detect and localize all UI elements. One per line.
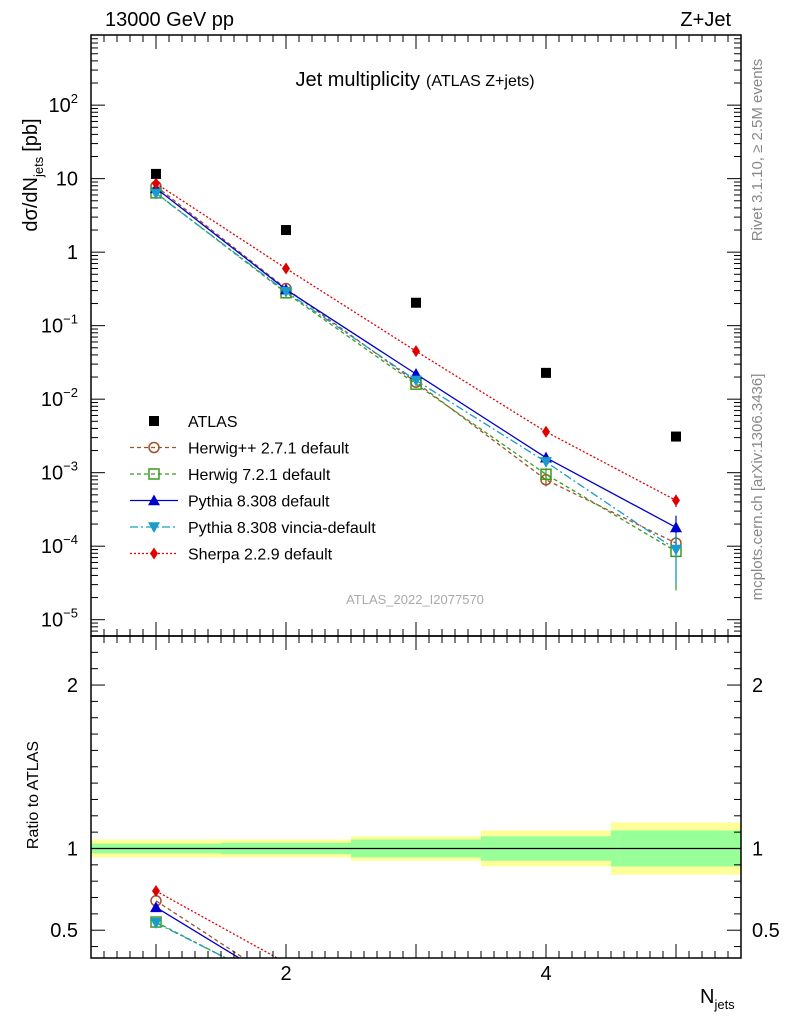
series-point	[670, 521, 682, 533]
ratio-y-tick-label-right: 0.5	[752, 920, 780, 942]
ratio-y-tick-label-left: 2	[67, 675, 78, 697]
series-point	[282, 262, 290, 275]
ratio-point	[150, 901, 162, 913]
y-axis-label-main-unit: [pb]	[20, 118, 42, 151]
y-tick-label-mantissa: 10	[41, 536, 63, 558]
y-tick-label-mantissa: 10	[41, 463, 63, 485]
y-axis-label-ratio: Ratio to ATLAS	[25, 741, 42, 849]
legend-marker	[148, 522, 160, 533]
ratio-series	[150, 884, 279, 958]
y-tick-label-exponent: −5	[63, 606, 78, 621]
series-point	[540, 468, 552, 481]
legend-entry: Herwig 7.2.1 default	[130, 467, 331, 484]
ratio-y-tick-label-right: 1	[752, 838, 763, 860]
y-axis-label-main-sub: jets	[31, 156, 46, 178]
legend-marker	[148, 441, 160, 454]
header-left: 13000 GeV pp	[105, 9, 234, 31]
y-tick-label: 10−5	[41, 606, 78, 632]
legend-marker	[150, 547, 158, 560]
y-tick-label-exponent: −2	[63, 385, 78, 400]
legend-marker	[148, 494, 160, 506]
legend-label: ATLAS	[188, 414, 238, 431]
plot-title-small: (ATLAS Z+jets)	[426, 73, 535, 90]
ratio-y-tick-label-left: 0.5	[50, 920, 78, 942]
side-text-mcplots: mcplots.cern.ch [arXiv:1306.3436]	[749, 374, 766, 601]
x-axis-label-text: N	[700, 986, 714, 1008]
y-tick-label: 102	[49, 91, 78, 117]
main-series	[150, 168, 682, 591]
ratio-point	[150, 918, 162, 929]
legend-entry: Pythia 8.308 default	[130, 494, 330, 511]
data-point	[411, 297, 421, 308]
series-point	[670, 544, 682, 556]
legend-entry: ATLAS	[149, 414, 238, 431]
x-axis-label: Njets	[700, 986, 735, 1012]
legend-label: Sherpa 2.2.9 default	[188, 547, 333, 564]
ratio-y-tick-label-right: 2	[752, 675, 763, 697]
y-tick-label-exponent: −3	[63, 459, 78, 474]
series-point	[410, 375, 422, 387]
y-tick-label-mantissa: 10	[41, 389, 63, 411]
y-tick-label-mantissa: 10	[49, 95, 71, 117]
data-point	[671, 431, 681, 442]
ratio-point	[152, 884, 160, 897]
y-tick-label-exponent: 2	[71, 91, 78, 106]
legend-entry: Pythia 8.308 vincia-default	[130, 520, 376, 537]
y-tick-label-mantissa: 10	[56, 169, 78, 191]
legend-marker	[149, 416, 159, 426]
series-point	[542, 425, 550, 438]
analysis-watermark: ATLAS_2022_I2077570	[346, 592, 484, 607]
y-tick-label-mantissa: 10	[41, 316, 63, 338]
y-tick-label: 10−3	[41, 459, 78, 485]
plot-title: Jet multiplicity	[296, 69, 420, 91]
y-tick-label-mantissa: 1	[67, 242, 78, 264]
y-tick-label: 1	[67, 242, 78, 264]
legend: ATLAS Herwig++ 2.7.1 default Herwig 7.2.1 …	[130, 414, 376, 564]
legend-entry: Sherpa 2.2.9 default	[130, 547, 333, 564]
y-tick-label: 10−1	[41, 312, 78, 338]
y-tick-label: 10−2	[41, 385, 78, 411]
legend-label: Herwig 7.2.1 default	[188, 467, 331, 484]
series-point	[150, 188, 162, 200]
y-tick-label: 10	[56, 169, 78, 191]
y-axis-label-main-text: dσ/dN	[20, 177, 42, 232]
legend-label: Pythia 8.308 vincia-default	[188, 520, 376, 537]
y-axis-label-main: dσ/dNjets [pb]	[20, 118, 46, 231]
legend-label: Herwig++ 2.7.1 default	[188, 441, 350, 458]
series-point	[280, 286, 292, 298]
series-point	[672, 494, 680, 507]
ratio-y-tick-label-left: 1	[67, 838, 78, 860]
data-point	[541, 367, 551, 378]
y-tick-label-exponent: −1	[63, 312, 78, 327]
series-point	[152, 177, 160, 190]
x-tick-label: 4	[540, 963, 551, 985]
ratio-line-4	[155, 890, 279, 958]
side-text-rivet: Rivet 3.1.10, ≥ 2.5M events	[749, 59, 766, 242]
legend-label: Pythia 8.308 default	[188, 494, 330, 511]
series-point	[540, 457, 552, 468]
data-point	[281, 225, 291, 236]
y-tick-label: 10−4	[41, 532, 78, 558]
data-point	[151, 168, 161, 179]
x-axis-label-sub: jets	[713, 997, 735, 1012]
x-tick-label: 2	[280, 963, 291, 985]
legend-marker	[148, 468, 160, 480]
header-right: Z+Jet	[680, 9, 731, 31]
series-point	[412, 345, 420, 358]
y-tick-label-exponent: −4	[63, 532, 78, 547]
ratio-line-3	[155, 922, 228, 958]
y-tick-label-mantissa: 10	[41, 610, 63, 632]
legend-entry: Herwig++ 2.7.1 default	[130, 441, 350, 458]
series-line-0	[155, 185, 677, 544]
